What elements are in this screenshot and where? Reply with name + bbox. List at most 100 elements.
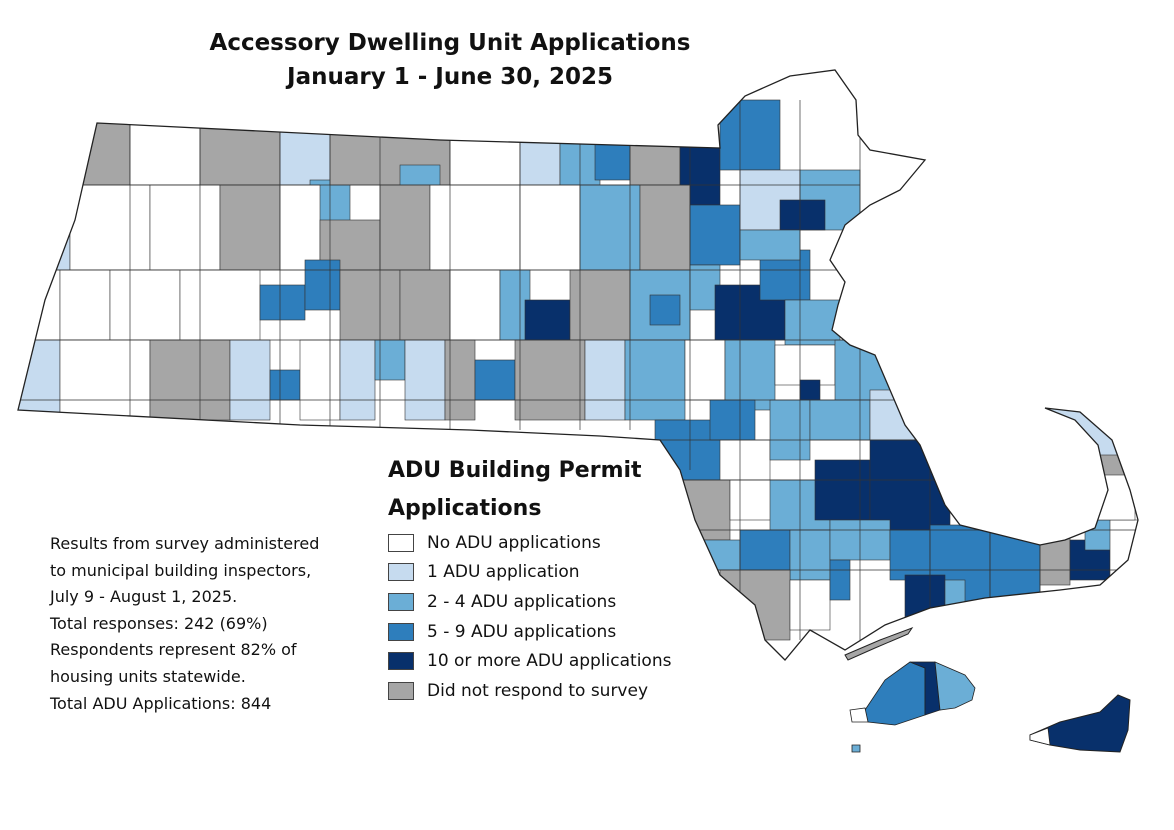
legend-swatch bbox=[388, 681, 414, 700]
elizabeth-islands bbox=[844, 626, 914, 661]
title-line-1: Accessory Dwelling Unit Applications bbox=[209, 30, 691, 56]
town-region bbox=[269, 369, 301, 401]
legend-label: Did not respond to survey bbox=[427, 680, 649, 701]
marthas-vineyard bbox=[849, 661, 976, 753]
legend-swatch bbox=[388, 652, 414, 671]
town-region bbox=[299, 339, 341, 421]
town-region bbox=[724, 339, 776, 411]
town-region bbox=[869, 389, 916, 441]
nantucket-west bbox=[1029, 727, 1051, 746]
town-region bbox=[18, 184, 71, 271]
legend-item-two-four: 2 - 4 ADU applications bbox=[388, 587, 688, 617]
town-region bbox=[814, 459, 871, 521]
town-region bbox=[889, 529, 931, 581]
town-region bbox=[18, 339, 61, 421]
town-region bbox=[904, 574, 946, 636]
legend-swatch bbox=[388, 533, 414, 552]
town-region bbox=[789, 529, 831, 581]
legend-swatch bbox=[388, 563, 414, 582]
town-region bbox=[719, 99, 781, 171]
town-region bbox=[584, 339, 626, 421]
legend-label: 1 ADU application bbox=[427, 562, 580, 583]
notes-line: housing units statewide. bbox=[50, 666, 246, 686]
town-region bbox=[279, 99, 331, 186]
town-region bbox=[714, 284, 786, 341]
legend-label: 2 - 4 ADU applications bbox=[427, 591, 617, 612]
town-region bbox=[689, 204, 741, 266]
town-region bbox=[624, 339, 686, 421]
notes-line: Total ADU Applications: 844 bbox=[50, 693, 272, 713]
town-region bbox=[1094, 469, 1136, 521]
legend-item-none: No ADU applications bbox=[388, 528, 688, 558]
town-region bbox=[944, 579, 966, 611]
town-region bbox=[784, 299, 841, 346]
map-legend: ADU Building Permit Applications No ADU … bbox=[388, 452, 688, 706]
legend-swatch bbox=[388, 622, 414, 641]
town-region bbox=[799, 379, 821, 401]
town-region bbox=[989, 529, 1041, 601]
legend-item-ten-plus: 10 or more ADU applications bbox=[388, 646, 688, 676]
title-line-2: January 1 - June 30, 2025 bbox=[287, 64, 613, 90]
town-region bbox=[649, 294, 681, 326]
town-region bbox=[789, 579, 831, 631]
legend-title-line-1: ADU Building Permit bbox=[388, 458, 642, 483]
town-region bbox=[379, 184, 431, 271]
town-region bbox=[129, 99, 201, 186]
town-region bbox=[149, 339, 231, 421]
legend-label: 10 or more ADU applications bbox=[427, 651, 672, 672]
town-region bbox=[444, 339, 476, 421]
notes-line: to municipal building inspectors, bbox=[50, 560, 312, 580]
town-region bbox=[59, 339, 151, 421]
legend-title-line-2: Applications bbox=[388, 496, 542, 521]
town-region bbox=[399, 269, 451, 341]
town-region bbox=[1039, 399, 1136, 456]
town-region bbox=[279, 184, 321, 271]
town-region bbox=[59, 269, 111, 341]
town-region bbox=[339, 339, 376, 421]
state-outline bbox=[17, 69, 1139, 661]
legend-item-no-response: Did not respond to survey bbox=[388, 676, 688, 706]
town-region bbox=[339, 269, 401, 341]
town-region bbox=[514, 339, 586, 421]
town-boundaries bbox=[18, 100, 1138, 640]
town-region bbox=[449, 269, 501, 341]
town-region bbox=[739, 529, 791, 571]
town-region bbox=[569, 269, 631, 341]
legend-label: 5 - 9 ADU applications bbox=[427, 621, 617, 642]
town-region bbox=[594, 139, 631, 181]
town-region bbox=[149, 184, 221, 271]
town-region bbox=[304, 259, 341, 311]
town-region bbox=[774, 344, 836, 386]
town-region bbox=[779, 199, 826, 231]
notes-line: Respondents represent 82% of bbox=[50, 640, 297, 660]
town-region bbox=[259, 284, 306, 321]
town-region bbox=[474, 359, 516, 401]
town-region bbox=[519, 184, 581, 271]
notes-line: Results from survey administered bbox=[50, 534, 320, 553]
town-region bbox=[639, 184, 691, 271]
town-region bbox=[709, 399, 756, 441]
legend-label: No ADU applications bbox=[427, 532, 601, 553]
legend-item-five-nine: 5 - 9 ADU applications bbox=[388, 617, 688, 647]
town-region bbox=[769, 399, 811, 461]
map-title: Accessory Dwelling Unit Applications Jan… bbox=[200, 26, 700, 94]
town-region bbox=[829, 559, 851, 601]
town-region bbox=[809, 399, 871, 441]
town-region bbox=[429, 184, 521, 271]
legend-swatch bbox=[388, 592, 414, 611]
town-region bbox=[219, 184, 281, 271]
notes-line: July 9 - August 1, 2025. bbox=[50, 587, 238, 607]
town-region bbox=[684, 339, 726, 401]
town-region bbox=[109, 269, 181, 341]
town-region bbox=[869, 439, 951, 531]
legend-item-one: 1 ADU application bbox=[388, 558, 688, 588]
town-region bbox=[199, 99, 281, 186]
town-region bbox=[719, 439, 771, 481]
town-region bbox=[629, 99, 681, 186]
town-region bbox=[18, 99, 131, 186]
town-region bbox=[69, 184, 151, 271]
survey-notes: Results from survey administered to muni… bbox=[50, 531, 370, 717]
town-region bbox=[404, 339, 446, 421]
town-region bbox=[229, 339, 271, 421]
town-region bbox=[18, 269, 61, 341]
